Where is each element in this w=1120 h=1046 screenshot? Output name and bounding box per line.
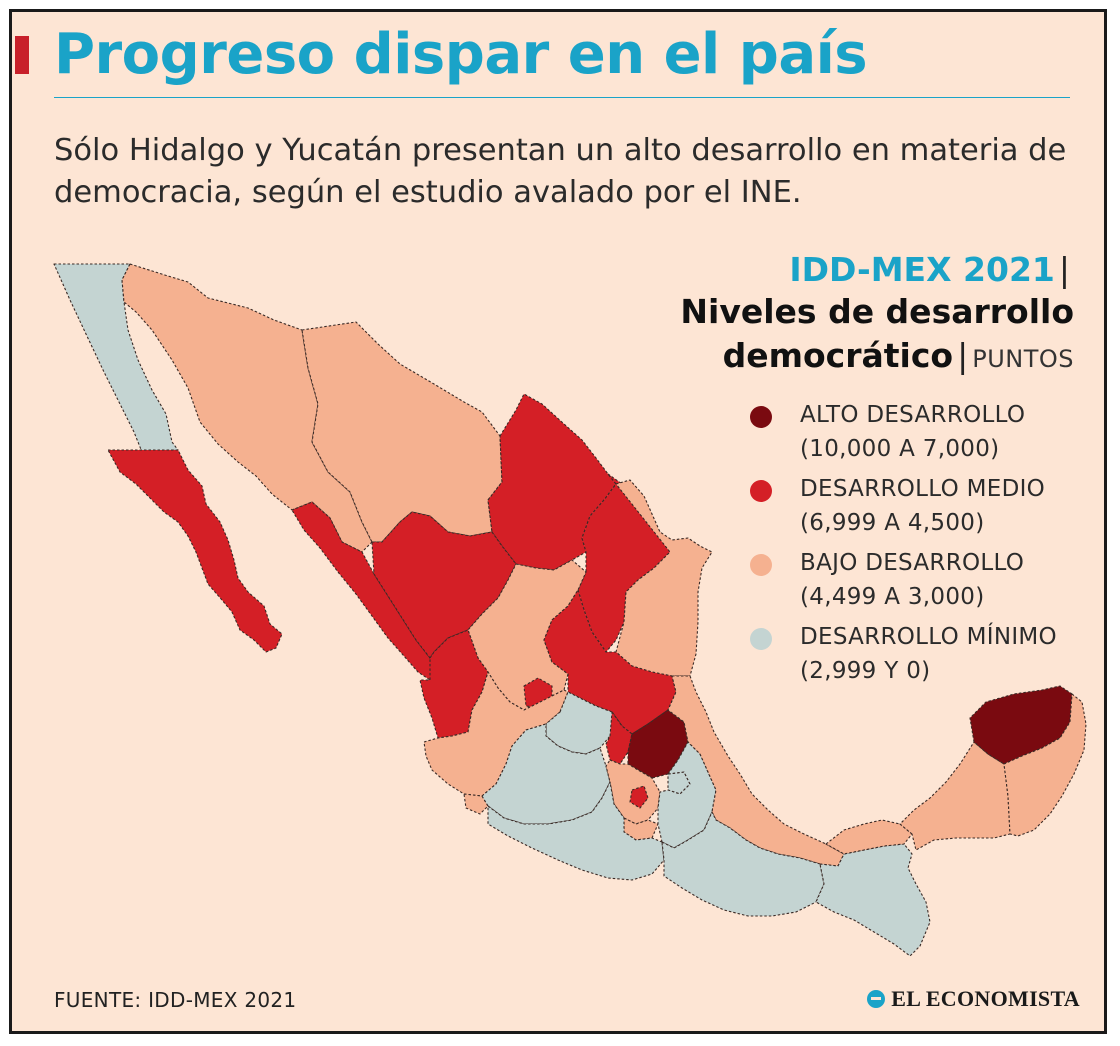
region-quintana-roo xyxy=(1003,693,1087,837)
brand-name: EL ECONOMISTA xyxy=(891,986,1080,1011)
subtitle: Sólo Hidalgo y Yucatán presentan un alto… xyxy=(54,133,1067,210)
legend-label: BAJO DESARROLLO xyxy=(800,550,1025,576)
region-oaxaca xyxy=(661,811,825,917)
legend-heading-line1: Niveles de desarrollo xyxy=(680,292,1074,331)
region-morelos xyxy=(623,817,659,841)
legend-separator: | xyxy=(1058,250,1070,289)
region-campeche xyxy=(899,741,1011,851)
legend-units: PUNTOS xyxy=(972,345,1074,373)
legend-range: (2,999 Y 0) xyxy=(800,658,931,684)
legend-heading-line2: democrático xyxy=(722,336,954,375)
mexico-map xyxy=(53,263,1087,957)
legend-swatch xyxy=(750,406,772,428)
infographic-frame: Progreso dispar en el país Sólo Hidalgo … xyxy=(9,9,1107,1034)
region-tamaulipas xyxy=(615,479,713,677)
legend-heading: IDD-MEX 2021 | Niveles de desarrollo demo… xyxy=(680,250,1074,381)
legend-swatch xyxy=(750,480,772,502)
region-nayarit xyxy=(419,629,489,739)
legend-range: (4,499 A 3,000) xyxy=(800,584,985,610)
legend-swatch xyxy=(750,554,772,576)
region-yucatan xyxy=(969,685,1073,765)
region-guerrero xyxy=(487,781,665,881)
legend-range: (10,000 A 7,000) xyxy=(800,436,1000,462)
title-divider xyxy=(54,97,1070,98)
region-chihuahua xyxy=(301,321,503,543)
region-baja-california-sur xyxy=(107,449,283,653)
legend-label: DESARROLLO MEDIO xyxy=(800,476,1046,502)
region-zacatecas xyxy=(467,559,587,711)
source-note: FUENTE: IDD-MEX 2021 xyxy=(54,988,297,1012)
legend-range: (6,999 A 4,500) xyxy=(800,510,985,536)
legend-separator-2: | xyxy=(957,336,969,375)
brand-globe-icon xyxy=(867,990,886,1008)
page-title: Progreso dispar en el país xyxy=(54,22,868,87)
region-ciudad-de-mexico xyxy=(629,785,649,809)
region-veracruz xyxy=(667,675,845,867)
brand-logo: EL ECONOMISTA xyxy=(867,986,1080,1012)
legend-label: ALTO DESARROLLO xyxy=(800,402,1026,428)
region-queretaro xyxy=(605,711,633,765)
legend-swatch xyxy=(750,628,772,650)
legend-kicker: IDD-MEX 2021 xyxy=(789,250,1055,289)
legend-label: DESARROLLO MÍNIMO xyxy=(800,624,1057,650)
region-colima xyxy=(463,793,489,815)
title-accent-bar xyxy=(15,36,29,74)
